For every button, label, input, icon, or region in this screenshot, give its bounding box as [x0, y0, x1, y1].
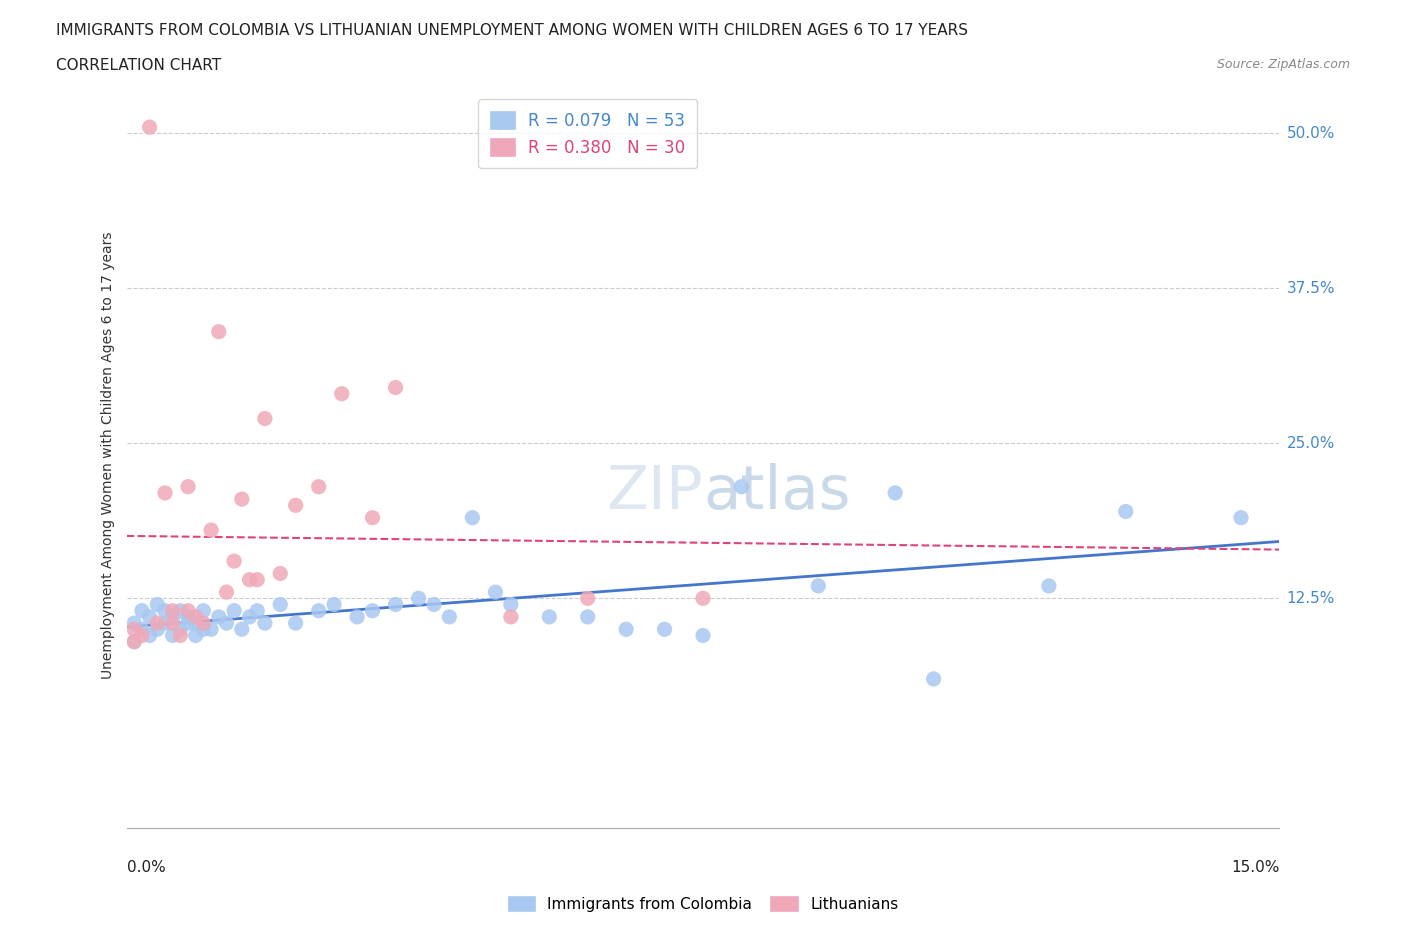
Point: [169, 604, 191, 618]
Point: [122, 634, 145, 649]
Point: [208, 325, 231, 339]
Legend: R = 0.079   N = 53, R = 0.380   N = 30: R = 0.079 N = 53, R = 0.380 N = 30: [478, 100, 697, 168]
Point: [138, 609, 160, 624]
Point: [884, 485, 907, 500]
Text: atlas: atlas: [703, 463, 851, 523]
Point: [122, 622, 145, 637]
Text: 0.0%: 0.0%: [127, 860, 166, 875]
Point: [269, 566, 291, 581]
Point: [284, 616, 307, 631]
Point: [162, 616, 184, 631]
Point: [269, 597, 291, 612]
Point: [330, 386, 353, 401]
Y-axis label: Unemployment Among Women with Children Ages 6 to 17 years: Unemployment Among Women with Children A…: [101, 232, 115, 680]
Point: [323, 597, 346, 612]
Point: [122, 616, 145, 631]
Point: [184, 609, 207, 624]
Point: [169, 628, 191, 643]
Point: [153, 485, 176, 500]
Point: [361, 604, 384, 618]
Point: [922, 671, 945, 686]
Point: [122, 634, 145, 649]
Point: [231, 622, 253, 637]
Point: [131, 604, 153, 618]
Point: [284, 498, 307, 512]
Point: [461, 511, 484, 525]
Point: [200, 622, 222, 637]
Point: [499, 597, 522, 612]
Point: [692, 628, 714, 643]
Point: [576, 609, 599, 624]
Point: [692, 591, 714, 605]
Point: [138, 628, 160, 643]
Point: [162, 609, 184, 624]
Point: [177, 616, 200, 631]
Point: [177, 609, 200, 624]
Point: [162, 604, 184, 618]
Point: [408, 591, 430, 605]
Text: ZIP: ZIP: [606, 463, 703, 523]
Point: [384, 380, 406, 395]
Point: [346, 609, 368, 624]
Point: [177, 479, 200, 494]
Point: [200, 523, 222, 538]
Point: [361, 511, 384, 525]
Point: [177, 604, 200, 618]
Point: [131, 628, 153, 643]
Point: [253, 616, 276, 631]
Text: 12.5%: 12.5%: [1286, 591, 1334, 605]
Point: [146, 616, 169, 631]
Point: [193, 604, 215, 618]
Point: [439, 609, 461, 624]
Text: 37.5%: 37.5%: [1286, 281, 1334, 296]
Point: [246, 572, 269, 587]
Point: [576, 591, 599, 605]
Text: 25.0%: 25.0%: [1286, 436, 1334, 451]
Point: [1230, 511, 1253, 525]
Text: IMMIGRANTS FROM COLOMBIA VS LITHUANIAN UNEMPLOYMENT AMONG WOMEN WITH CHILDREN AG: IMMIGRANTS FROM COLOMBIA VS LITHUANIAN U…: [56, 23, 969, 38]
Point: [153, 616, 176, 631]
Point: [146, 622, 169, 637]
Point: [153, 604, 176, 618]
Point: [162, 628, 184, 643]
Point: [238, 609, 260, 624]
Point: [484, 585, 506, 600]
Point: [1115, 504, 1137, 519]
Legend: Immigrants from Colombia, Lithuanians: Immigrants from Colombia, Lithuanians: [502, 889, 904, 918]
Point: [231, 492, 253, 507]
Point: [184, 628, 207, 643]
Text: 50.0%: 50.0%: [1286, 126, 1334, 140]
Point: [423, 597, 446, 612]
Point: [807, 578, 830, 593]
Point: [238, 572, 260, 587]
Point: [184, 616, 207, 631]
Point: [308, 604, 330, 618]
Point: [614, 622, 637, 637]
Text: Source: ZipAtlas.com: Source: ZipAtlas.com: [1216, 58, 1350, 71]
Point: [169, 622, 191, 637]
Point: [131, 622, 153, 637]
Point: [193, 622, 215, 637]
Point: [246, 604, 269, 618]
Point: [224, 553, 246, 568]
Point: [138, 120, 160, 135]
Point: [538, 609, 561, 624]
Point: [193, 616, 215, 631]
Point: [215, 585, 238, 600]
Text: 15.0%: 15.0%: [1232, 860, 1279, 875]
Point: [224, 604, 246, 618]
Point: [208, 609, 231, 624]
Point: [253, 411, 276, 426]
Point: [384, 597, 406, 612]
Point: [654, 622, 676, 637]
Point: [1038, 578, 1060, 593]
Text: CORRELATION CHART: CORRELATION CHART: [56, 58, 221, 73]
Point: [499, 609, 522, 624]
Point: [146, 597, 169, 612]
Point: [308, 479, 330, 494]
Point: [730, 479, 752, 494]
Point: [215, 616, 238, 631]
